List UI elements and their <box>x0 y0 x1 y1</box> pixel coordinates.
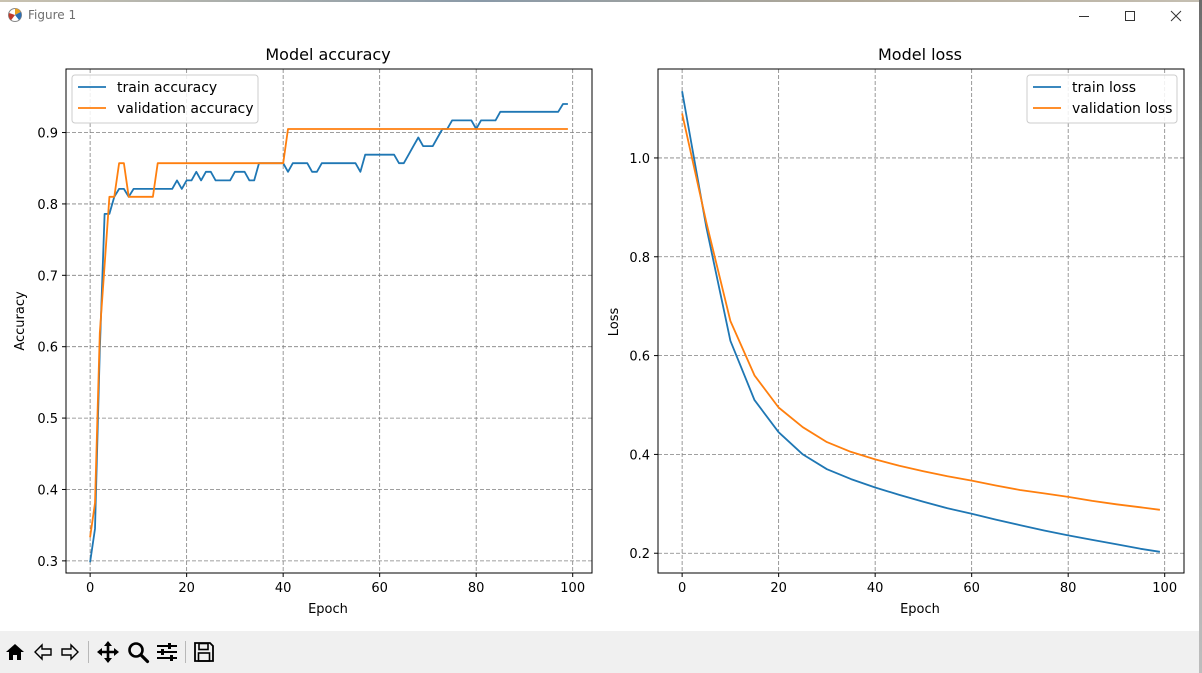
loss-subplot: Model loss 0 20 40 60 80 100 0.2 0.4 0.6 0.8 1.0 E… <box>607 45 1185 617</box>
plot-area-frame <box>65 68 593 574</box>
x-tick-label: 60 <box>963 581 980 596</box>
y-tick-label: 0.8 <box>629 251 650 266</box>
y-tick-label: 0.6 <box>629 350 650 365</box>
configure-subplots-icon <box>157 643 177 661</box>
back-icon <box>34 643 52 661</box>
back-button[interactable] <box>30 639 56 665</box>
series-line-validation-accuracy <box>89 128 568 538</box>
series-lines <box>681 91 1161 553</box>
legend-label-validation-loss: validation loss <box>1072 101 1172 117</box>
series-line-validation-loss <box>681 113 1161 511</box>
close-icon <box>1170 10 1182 21</box>
minimize-icon <box>1079 15 1089 17</box>
grid <box>658 69 1184 573</box>
legend-frame <box>71 74 259 124</box>
series-lines <box>89 103 568 563</box>
legend-label-train-accuracy: train accuracy <box>117 80 217 96</box>
x-tick-label: 40 <box>275 581 292 596</box>
x-axis-label: Epoch <box>900 602 940 617</box>
figure-svg: Model accuracy 0 20 40 60 80 1000.30.40.50.60… <box>13 45 1185 617</box>
save-icon <box>194 642 214 662</box>
y-tick-label: 0.7 <box>37 269 58 284</box>
configure-subplots-button[interactable] <box>154 639 180 665</box>
x-axis-label: Epoch <box>308 602 348 617</box>
zoom-icon <box>128 642 150 664</box>
titlebar-accent <box>0 0 1202 2</box>
x-tick-label: 40 <box>867 581 884 596</box>
legend-label-train-loss: train loss <box>1072 80 1136 96</box>
x-tick-label: 100 <box>560 581 585 596</box>
x-tick-label: 20 <box>178 581 195 596</box>
y-tick-label: 1.0 <box>629 152 650 167</box>
forward-icon <box>61 643 79 661</box>
home-button[interactable] <box>2 639 28 665</box>
pan-button[interactable] <box>95 639 121 665</box>
chart-title: Model accuracy <box>265 45 390 64</box>
x-tick-label: 0 <box>678 581 686 596</box>
y-tick-label: 0.6 <box>37 341 58 356</box>
y-axis-label: Accuracy <box>13 291 28 351</box>
figure-canvas[interactable]: Model accuracy 0 20 40 60 80 100 0.3 0.4 0.5 0.6 0… <box>0 31 1199 631</box>
toolbar-separator <box>185 641 186 663</box>
x-tick-label: 60 <box>371 581 388 596</box>
pan-icon <box>97 641 119 663</box>
y-axis-label: Loss <box>607 308 622 337</box>
toolbar-separator <box>88 641 89 663</box>
y-tick-label: 0.9 <box>37 127 58 142</box>
tick-labels: 0 20 40 60 80 100 0.3 0.4 0.5 0.6 0.7 0.8 0.9 <box>37 127 585 596</box>
save-button[interactable] <box>191 639 217 665</box>
matplotlib-app-icon <box>8 8 22 22</box>
navigation-toolbar <box>0 631 1199 673</box>
chart-title: Model loss <box>878 45 962 64</box>
forward-button[interactable] <box>57 639 83 665</box>
y-tick-label: 0.8 <box>37 198 58 213</box>
series-line-train-accuracy <box>89 103 568 563</box>
legend: train loss validation loss <box>1026 74 1178 124</box>
maximize-icon <box>1125 10 1135 21</box>
window-title: Figure 1 <box>28 8 77 22</box>
home-icon <box>6 644 24 660</box>
window-titlebar: Figure 1 <box>0 0 1202 31</box>
y-tick-label: 0.2 <box>629 547 650 562</box>
close-button[interactable] <box>1153 0 1199 31</box>
y-tick-label: 0.5 <box>37 412 58 427</box>
legend-frame <box>1026 74 1178 124</box>
y-tick-label: 0.4 <box>37 483 58 498</box>
y-tick-label: 0.3 <box>37 555 58 570</box>
series-line-train-loss <box>681 91 1161 553</box>
x-tick-label: 20 <box>770 581 787 596</box>
tick-labels: 0 20 40 60 80 100 0.2 0.4 0.6 0.8 1.0 <box>629 152 1177 596</box>
maximize-button[interactable] <box>1107 0 1153 31</box>
x-tick-label: 80 <box>1060 581 1077 596</box>
x-tick-label: 100 <box>1152 581 1177 596</box>
y-tick-label: 0.4 <box>629 448 650 463</box>
accuracy-subplot: Model accuracy 0 20 40 60 80 1000.30.40.50.60… <box>13 45 593 617</box>
legend-label-validation-accuracy: validation accuracy <box>117 101 254 117</box>
plot-area-frame <box>657 68 1185 574</box>
x-tick-label: 80 <box>468 581 485 596</box>
x-tick-label: 0 <box>86 581 94 596</box>
legend: train accuracy validation accuracy <box>71 74 259 124</box>
grid <box>66 69 592 573</box>
minimize-button[interactable] <box>1061 0 1107 31</box>
zoom-button[interactable] <box>125 639 151 665</box>
window-edge <box>1199 0 1202 673</box>
